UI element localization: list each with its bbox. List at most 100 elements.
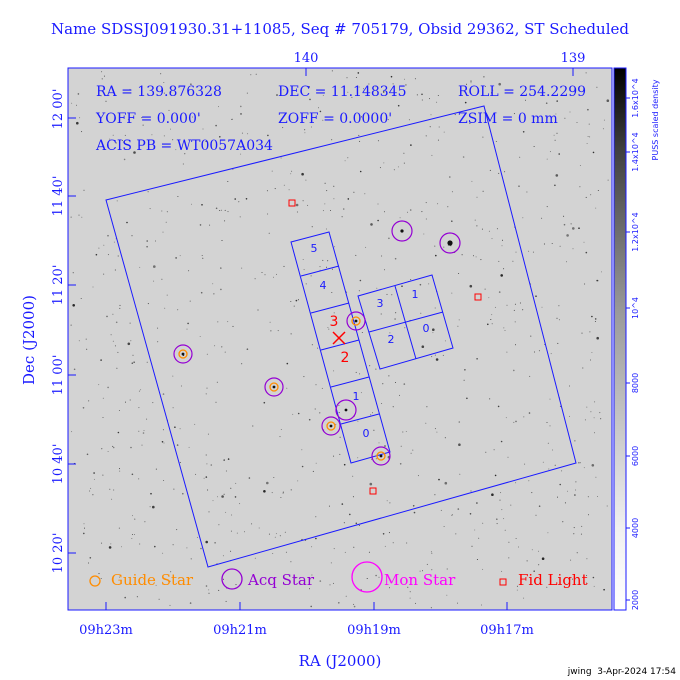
info-dec: DEC = 11.148345 [278, 84, 407, 100]
background-star [466, 83, 467, 85]
background-star [290, 489, 292, 491]
acq-star-markers [173, 220, 461, 466]
background-star [81, 131, 83, 133]
background-star [110, 543, 112, 545]
background-star [240, 146, 242, 148]
background-star [582, 367, 584, 369]
background-star [344, 160, 346, 162]
background-star [357, 420, 359, 422]
background-star [146, 240, 148, 242]
background-star [360, 392, 362, 394]
background-star [319, 110, 322, 113]
background-star [377, 203, 379, 205]
background-star [535, 295, 537, 298]
top-tick-label: 140 [294, 51, 319, 66]
background-star [280, 157, 282, 159]
background-star [271, 492, 273, 494]
background-star [464, 369, 466, 371]
background-star [384, 269, 385, 271]
background-star [77, 93, 80, 95]
background-star [547, 532, 549, 534]
background-star [333, 370, 335, 372]
background-star [177, 309, 179, 311]
background-star [513, 309, 515, 311]
background-star [286, 362, 289, 365]
background-star [224, 209, 226, 211]
background-star [179, 462, 181, 463]
background-star [419, 570, 421, 572]
background-star [588, 514, 589, 516]
background-star [447, 206, 449, 208]
background-star [584, 283, 586, 285]
background-star [319, 266, 321, 268]
background-star [315, 384, 317, 386]
background-star [556, 317, 558, 319]
background-star [355, 371, 357, 373]
background-star [110, 334, 112, 336]
background-star [292, 413, 294, 415]
background-star [162, 393, 165, 395]
background-star [267, 213, 269, 215]
background-star [409, 597, 411, 599]
background-star [286, 387, 288, 389]
background-star [369, 365, 371, 367]
background-star [542, 461, 544, 463]
background-star [491, 323, 493, 325]
background-star [268, 533, 270, 535]
background-star [140, 389, 142, 391]
background-star [210, 464, 213, 466]
background-star [403, 152, 405, 154]
background-star [417, 475, 419, 477]
background-star [431, 356, 433, 358]
background-star [321, 387, 323, 389]
background-star [205, 141, 207, 142]
background-star [273, 276, 274, 278]
background-star [490, 319, 492, 320]
background-star [280, 497, 282, 498]
background-star [487, 323, 489, 326]
background-star [557, 496, 558, 498]
background-star [206, 463, 208, 465]
background-star [519, 156, 521, 158]
background-star [267, 134, 269, 137]
background-star [239, 503, 241, 505]
background-star [599, 412, 601, 414]
background-star [234, 198, 236, 200]
background-star [513, 113, 515, 115]
background-star [482, 190, 484, 192]
background-star [363, 88, 364, 90]
background-star [556, 132, 558, 134]
background-star [409, 591, 411, 593]
background-star [161, 441, 164, 443]
background-star [591, 464, 595, 467]
background-star [182, 492, 184, 495]
background-star [238, 201, 240, 203]
background-star [481, 604, 482, 606]
background-star [331, 268, 333, 270]
background-star [421, 93, 423, 96]
background-star [498, 260, 500, 262]
background-star [607, 179, 609, 181]
background-star [564, 502, 566, 504]
chip-label-s3: 3 [330, 314, 339, 330]
background-star [307, 204, 309, 206]
background-star [596, 86, 598, 88]
background-star [392, 542, 394, 544]
background-star [347, 157, 349, 159]
background-star [563, 223, 566, 226]
background-star [341, 216, 343, 218]
background-star [514, 303, 516, 305]
background-star [524, 463, 526, 465]
background-star [503, 327, 505, 329]
background-star [147, 191, 149, 193]
background-star [303, 376, 305, 378]
background-star [85, 338, 87, 340]
background-star [275, 533, 277, 535]
background-star [282, 491, 284, 493]
background-star [266, 190, 268, 192]
background-star [581, 332, 583, 334]
background-star [522, 217, 524, 219]
background-star [166, 294, 168, 296]
background-star [375, 574, 377, 577]
